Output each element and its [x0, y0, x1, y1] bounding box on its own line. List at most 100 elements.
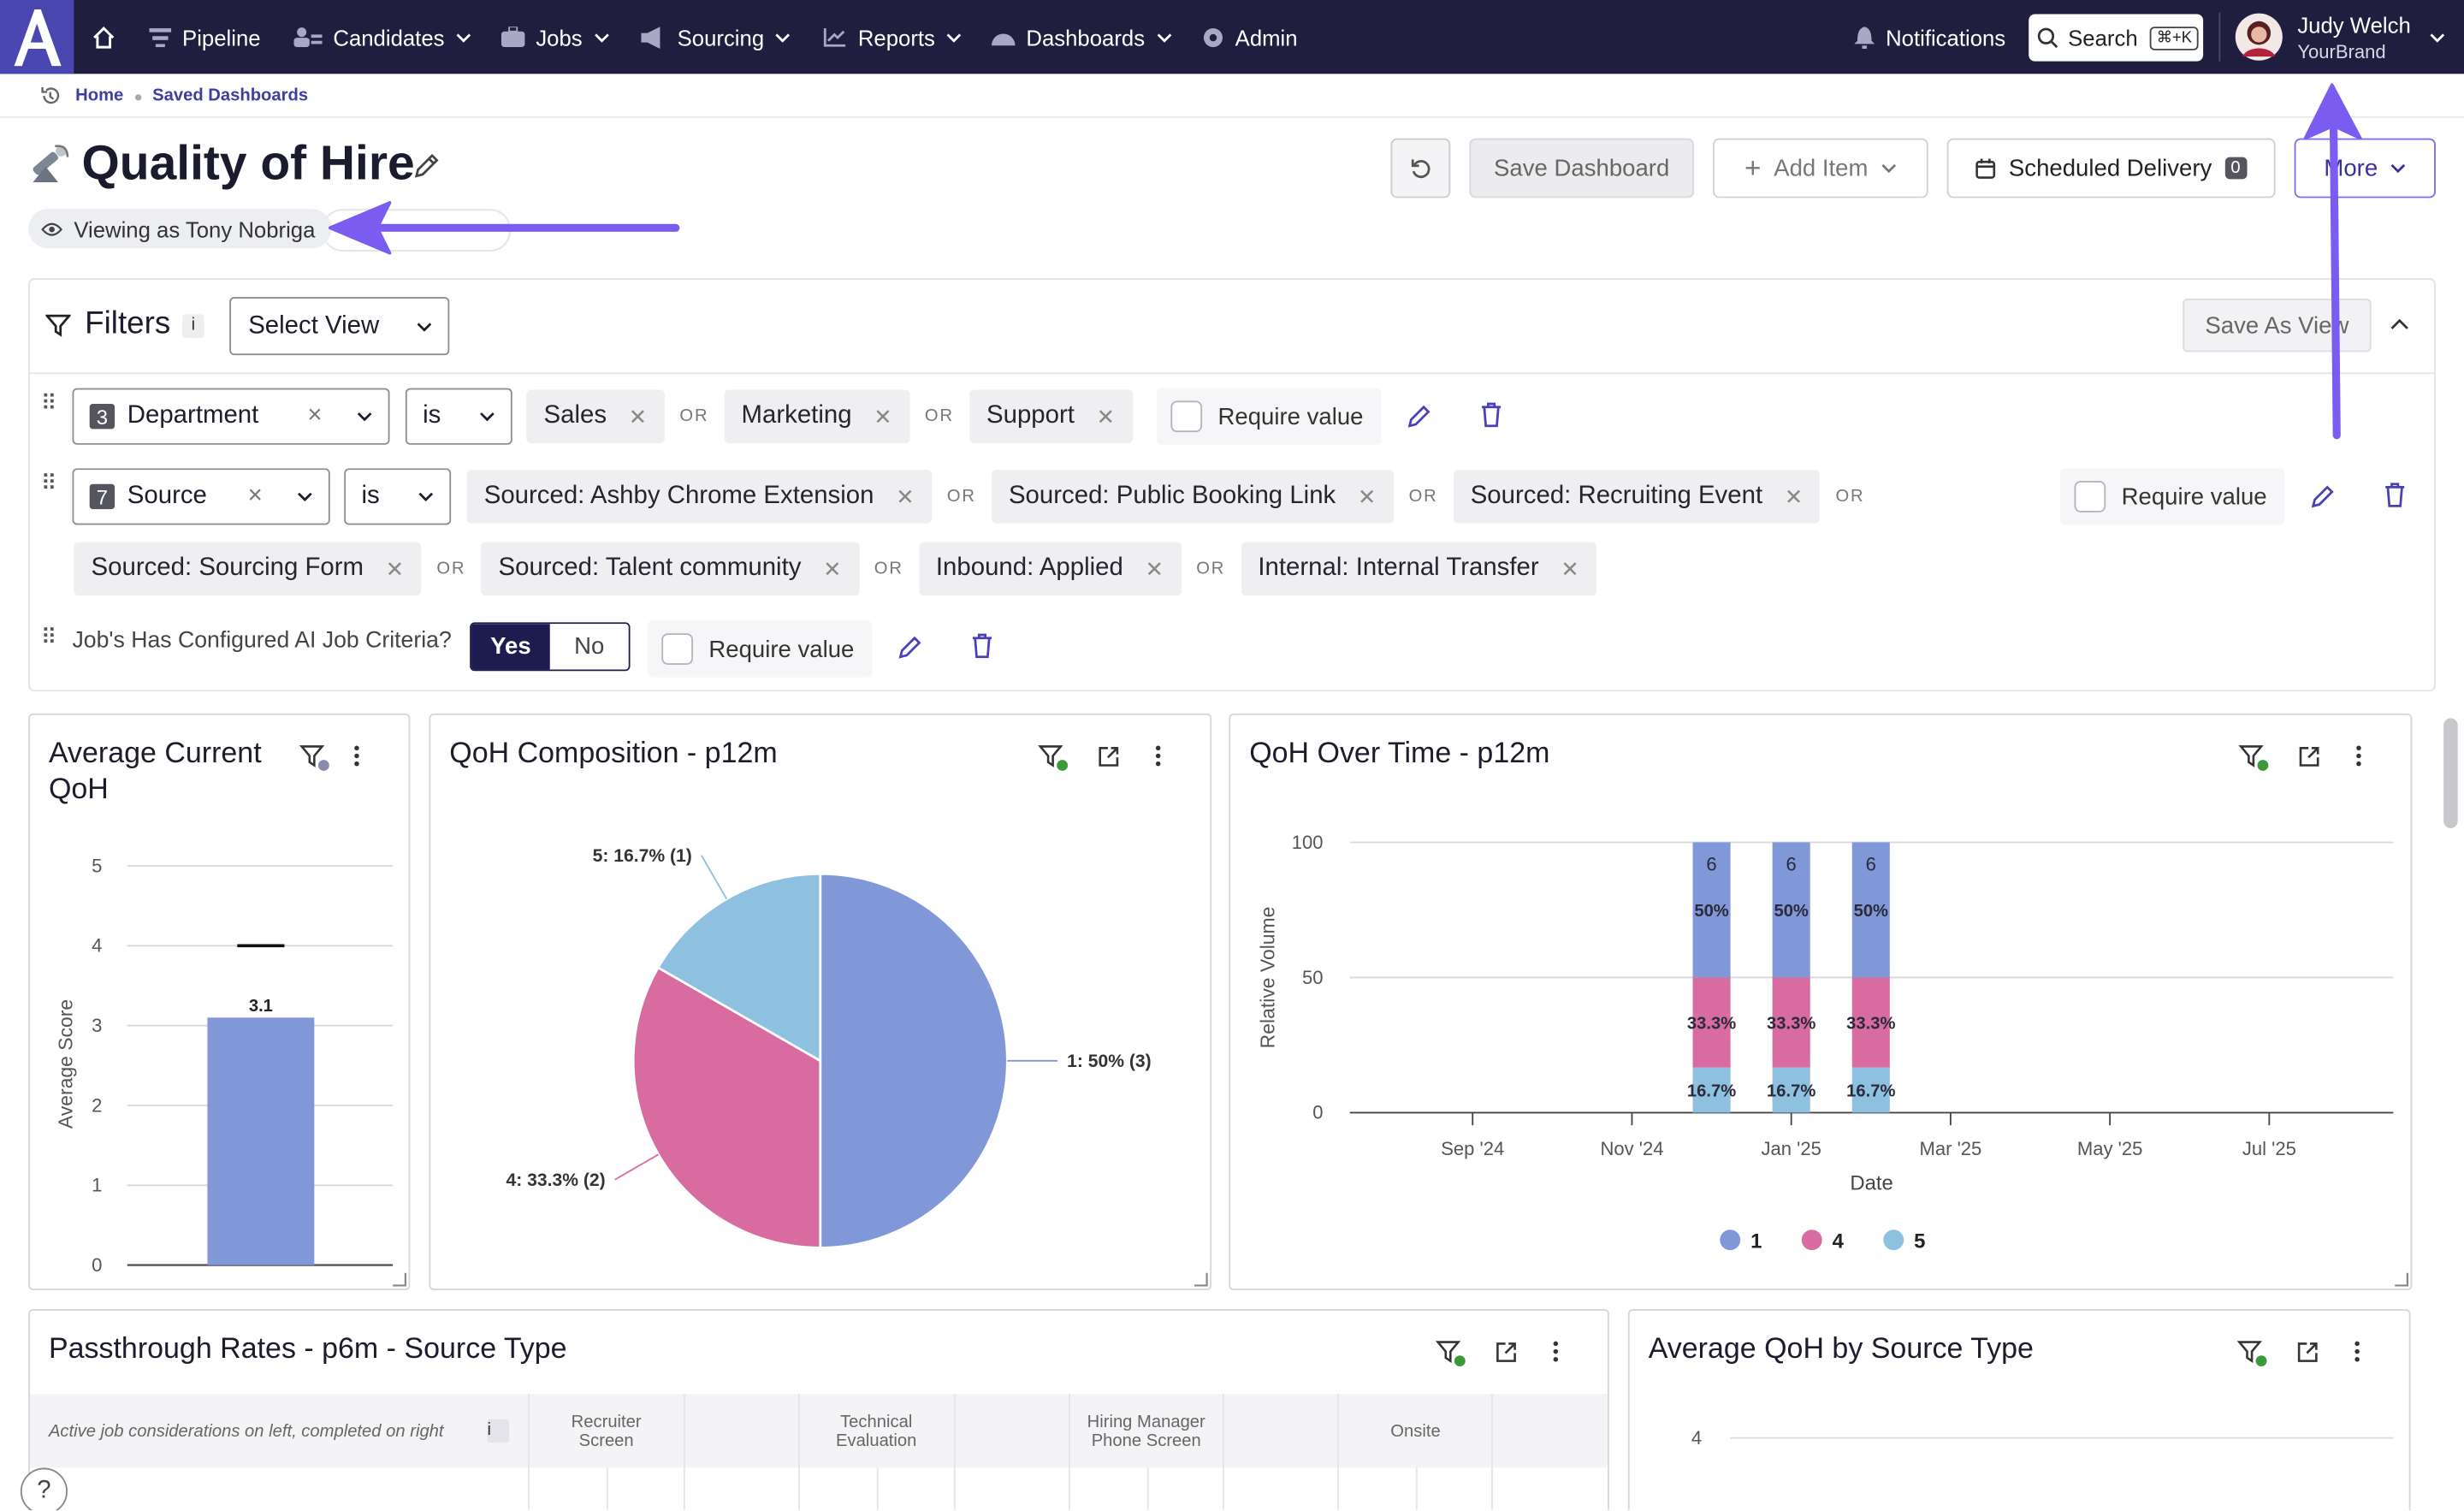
remove-chip[interactable]: ✕: [628, 403, 648, 429]
edit-title[interactable]: [412, 151, 441, 181]
menu-button[interactable]: [354, 745, 359, 767]
clear-icon[interactable]: ×: [307, 402, 323, 430]
delete-rule[interactable]: [2384, 483, 2406, 507]
open-button[interactable]: [2299, 747, 2319, 767]
edit-rule[interactable]: [2310, 483, 2337, 509]
save-as-view-button[interactable]: Save As View: [2183, 298, 2372, 353]
field-select[interactable]: 7 Source ×: [72, 468, 330, 525]
nav-label: Pipeline: [182, 24, 261, 50]
remove-chip[interactable]: ✕: [1784, 483, 1804, 509]
open-button[interactable]: [1099, 747, 1119, 767]
filter-button[interactable]: [1038, 745, 1069, 771]
filter-chip: Sourced: Sourcing Form ✕: [74, 542, 422, 596]
drag-handle[interactable]: ⠿: [40, 470, 57, 495]
remove-chip[interactable]: ✕: [1561, 555, 1579, 581]
caret[interactable]: [2430, 33, 2445, 43]
logo[interactable]: [0, 0, 74, 74]
calendar-icon: [1975, 157, 1996, 178]
caret: [594, 33, 609, 42]
path: [1977, 157, 1995, 168]
chart: 4: [1691, 1341, 2394, 1449]
filter-button[interactable]: [299, 745, 329, 771]
scrollbar-thumb[interactable]: [2443, 718, 2458, 828]
nav-item[interactable]: Jobs: [500, 0, 609, 74]
or-label: OR: [874, 559, 903, 578]
filter-button[interactable]: [2238, 745, 2269, 771]
nav-item[interactable]: Dashboards: [991, 0, 1171, 74]
save-dashboard-button[interactable]: Save Dashboard: [1469, 138, 1695, 199]
widget-actions: [299, 745, 359, 771]
edit-rule[interactable]: [897, 633, 924, 660]
remove-chip[interactable]: ✕: [1357, 483, 1377, 509]
filter-button[interactable]: [1435, 1341, 1466, 1367]
segment-label: 16.7%: [1767, 1081, 1815, 1100]
toggle-option[interactable]: No: [549, 624, 629, 670]
menu-button[interactable]: [2356, 745, 2361, 767]
or-label: OR: [924, 406, 954, 426]
operator-select[interactable]: is: [405, 388, 512, 445]
help-button[interactable]: ?: [20, 1467, 68, 1511]
edit-rule[interactable]: [1407, 402, 1433, 429]
legend-item[interactable]: 5: [1883, 1230, 1925, 1253]
filter-button[interactable]: [2236, 1341, 2267, 1367]
field-select[interactable]: 3 Department ×: [72, 388, 390, 445]
operator-select[interactable]: is: [344, 468, 452, 525]
add-item-button[interactable]: + Add Item: [1713, 138, 1928, 199]
home-icon: [93, 26, 115, 48]
path: [972, 633, 992, 659]
bar-segment: [1772, 977, 1810, 1068]
collapse-button[interactable]: [2390, 318, 2409, 332]
breadcrumb[interactable]: Saved Dashboards: [152, 86, 309, 106]
chip-label: Sourced: Talent community: [498, 554, 802, 582]
nav-item[interactable]: Admin: [1202, 0, 1298, 74]
open-button[interactable]: [2297, 1342, 2318, 1362]
menu-button[interactable]: [1155, 745, 1161, 767]
open-button[interactable]: [1496, 1342, 1516, 1362]
notifications[interactable]: Notifications: [1854, 0, 2005, 74]
widget-actions: [2236, 1341, 2360, 1367]
or-label: OR: [1835, 487, 1865, 507]
legend-swatch: [1883, 1230, 1904, 1251]
toggle-option[interactable]: Yes: [471, 624, 550, 670]
require-value[interactable]: Require value: [1156, 388, 1381, 445]
menu-button[interactable]: [1553, 1341, 1559, 1362]
checkbox[interactable]: [2074, 481, 2106, 513]
header-row: Active job considerations on left, compl…: [29, 1394, 1608, 1468]
remove-chip[interactable]: ✕: [874, 403, 892, 429]
remove-chip[interactable]: ✕: [1096, 403, 1116, 429]
avatar[interactable]: [2235, 13, 2283, 62]
breadcrumb[interactable]: Home: [75, 86, 124, 106]
remove-chip[interactable]: ✕: [823, 555, 842, 581]
clear-icon[interactable]: ×: [247, 482, 263, 510]
nav-item[interactable]: Reports: [823, 0, 962, 74]
checkbox[interactable]: [1170, 400, 1203, 433]
more-button[interactable]: More: [2294, 138, 2436, 199]
remove-chip[interactable]: ✕: [896, 483, 915, 509]
scheduled-delivery-button[interactable]: Scheduled Delivery 0: [1946, 138, 2276, 199]
info-badge: i: [487, 1419, 510, 1443]
circle: [297, 27, 307, 38]
delete-rule[interactable]: [971, 633, 993, 659]
require-value[interactable]: Require value: [2059, 468, 2284, 525]
table-cell: 0: [1068, 1467, 1148, 1511]
reset-button[interactable]: [1390, 138, 1451, 199]
legend-item[interactable]: 4: [1801, 1230, 1845, 1253]
remove-chip[interactable]: ✕: [1145, 555, 1164, 581]
select-view[interactable]: Select View: [229, 297, 450, 356]
home[interactable]: [92, 0, 116, 74]
legend-label: 5: [1914, 1230, 1925, 1253]
delete-rule[interactable]: [1480, 402, 1502, 428]
menu-button[interactable]: [2354, 1341, 2360, 1362]
search[interactable]: Search ⌘+K: [2029, 14, 2204, 62]
legend-item[interactable]: 1: [1720, 1230, 1762, 1253]
drag-handle[interactable]: ⠿: [40, 389, 57, 415]
drag-handle[interactable]: ⠿: [40, 624, 57, 649]
circle: [2037, 27, 2055, 44]
x-tick-label: May '25: [2077, 1138, 2142, 1159]
remove-chip[interactable]: ✕: [385, 555, 405, 581]
checkbox[interactable]: [661, 633, 694, 665]
nav-item[interactable]: Sourcing: [641, 0, 791, 74]
nav-item[interactable]: Pipeline: [149, 0, 261, 74]
require-value[interactable]: Require value: [647, 620, 872, 678]
nav-item[interactable]: Candidates: [293, 0, 471, 74]
